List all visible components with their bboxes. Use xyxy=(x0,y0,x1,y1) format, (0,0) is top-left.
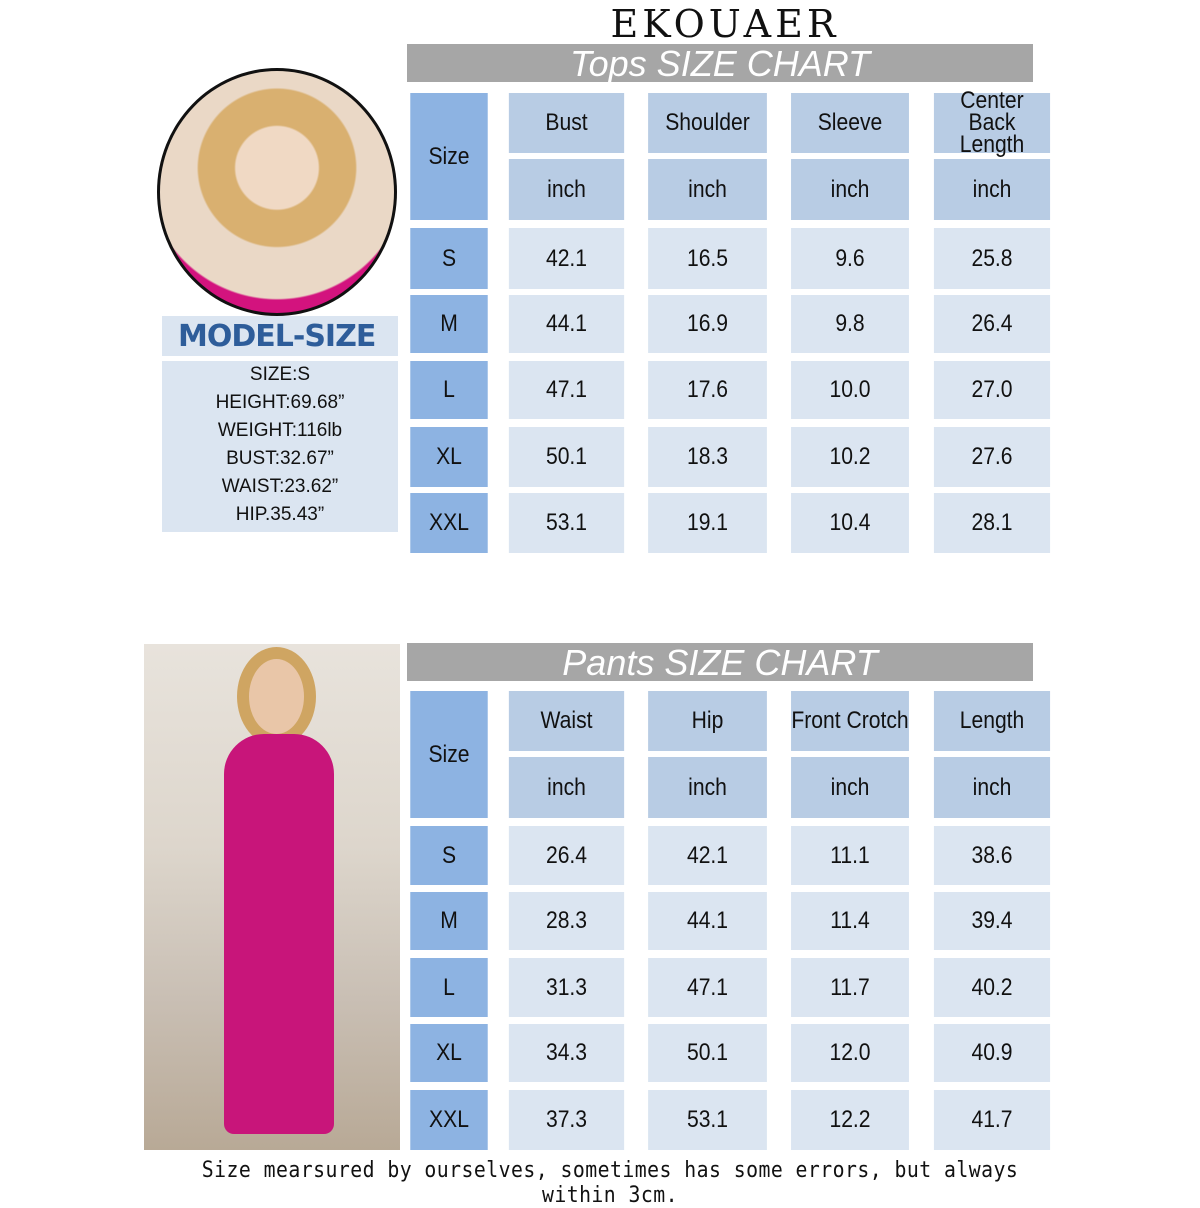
model-portrait-image xyxy=(157,68,397,316)
pants-row-value: 44.1 xyxy=(648,892,767,950)
tops-row-value: 17.6 xyxy=(648,361,767,419)
tops-row-value: 9.6 xyxy=(791,228,909,289)
tops-row-value: 18.3 xyxy=(648,427,767,487)
tops-row-value: 10.0 xyxy=(791,361,909,419)
pants-column-header: Length xyxy=(933,691,1051,751)
pants-column-header: Front Crotch xyxy=(791,691,909,751)
pants-row-value: 12.0 xyxy=(791,1024,909,1082)
pants-row-value: 40.9 xyxy=(933,1024,1051,1082)
pants-row-value: 12.2 xyxy=(791,1090,909,1150)
model-hip-line: HIP.35.43” xyxy=(235,504,325,525)
pants-row-value: 41.7 xyxy=(933,1090,1051,1150)
tops-unit-header: inch xyxy=(508,159,625,220)
pants-row-value: 40.2 xyxy=(933,958,1051,1017)
pants-row-size: L xyxy=(410,958,488,1017)
tops-column-header: Center Back Length xyxy=(933,89,1051,157)
model-size-details: SIZE:S HEIGHT:69.68” WEIGHT:116lb BUST:3… xyxy=(162,361,398,532)
pants-row-value: 39.4 xyxy=(933,892,1051,950)
tops-row-value: 25.8 xyxy=(933,228,1051,289)
pants-row-value: 31.3 xyxy=(508,958,625,1017)
tops-row-size: XXL xyxy=(410,493,488,553)
tops-unit-header: inch xyxy=(933,159,1051,220)
model-size-line: SIZE:S xyxy=(249,364,311,385)
pants-row-value: 34.3 xyxy=(508,1024,625,1082)
pants-row-value: 42.1 xyxy=(648,826,767,885)
tops-column-header: Shoulder xyxy=(648,93,767,153)
pants-unit-header: inch xyxy=(648,757,767,818)
tops-size-header: Size xyxy=(410,93,488,220)
footer-note: Size mearsured by ourselves, sometimes h… xyxy=(201,1158,1019,1208)
tops-row-value: 16.5 xyxy=(648,228,767,289)
tops-unit-header: inch xyxy=(648,159,767,220)
tops-row-value: 44.1 xyxy=(508,295,625,353)
model-waist-line: WAIST:23.62” xyxy=(221,476,339,497)
pants-row-value: 28.3 xyxy=(508,892,625,950)
tops-row-value: 19.1 xyxy=(648,493,767,553)
tops-row-value: 16.9 xyxy=(648,295,767,353)
pants-row-value: 37.3 xyxy=(508,1090,625,1150)
tops-row-value: 10.2 xyxy=(791,427,909,487)
pants-row-value: 50.1 xyxy=(648,1024,767,1082)
pants-row-size: XL xyxy=(410,1024,488,1082)
tops-chart-title: Tops SIZE CHART xyxy=(407,44,1033,84)
tops-row-value: 9.8 xyxy=(791,295,909,353)
pants-unit-header: inch xyxy=(933,757,1051,818)
tops-row-size: L xyxy=(410,361,488,419)
pants-column-header: Waist xyxy=(508,691,625,751)
pants-row-size: XXL xyxy=(410,1090,488,1150)
model-size-title: MODEL-SIZE xyxy=(162,316,398,356)
pants-row-value: 11.4 xyxy=(791,892,909,950)
model-full-body-photo xyxy=(144,644,400,1150)
tops-row-value: 10.4 xyxy=(791,493,909,553)
pants-size-header: Size xyxy=(410,691,488,818)
pants-chart-title: Pants SIZE CHART xyxy=(407,643,1033,683)
model-bust-line: BUST:32.67” xyxy=(226,448,334,469)
pants-row-size: S xyxy=(410,826,488,885)
tops-row-value: 42.1 xyxy=(508,228,625,289)
tops-row-value: 28.1 xyxy=(933,493,1051,553)
tops-row-value: 53.1 xyxy=(508,493,625,553)
pants-row-value: 26.4 xyxy=(508,826,625,885)
tops-row-value: 50.1 xyxy=(508,427,625,487)
model-weight-line: WEIGHT:116lb xyxy=(217,420,343,441)
tops-column-header: Bust xyxy=(508,93,625,153)
pants-row-value: 38.6 xyxy=(933,826,1051,885)
tops-row-size: XL xyxy=(410,427,488,487)
tops-column-header: Sleeve xyxy=(791,93,909,153)
pants-row-value: 11.7 xyxy=(791,958,909,1017)
pants-unit-header: inch xyxy=(791,757,909,818)
tops-row-value: 47.1 xyxy=(508,361,625,419)
tops-row-value: 27.0 xyxy=(933,361,1051,419)
tops-row-value: 27.6 xyxy=(933,427,1051,487)
model-height-line: HEIGHT:69.68” xyxy=(215,392,345,413)
pants-column-header: Hip xyxy=(648,691,767,751)
pants-row-value: 53.1 xyxy=(648,1090,767,1150)
pants-row-value: 47.1 xyxy=(648,958,767,1017)
pants-unit-header: inch xyxy=(508,757,625,818)
tops-row-size: M xyxy=(410,295,488,353)
tops-row-value: 26.4 xyxy=(933,295,1051,353)
pants-row-size: M xyxy=(410,892,488,950)
tops-row-size: S xyxy=(410,228,488,289)
tops-unit-header: inch xyxy=(791,159,909,220)
brand-logo: EKOUAER xyxy=(610,2,840,46)
pants-row-value: 11.1 xyxy=(791,826,909,885)
